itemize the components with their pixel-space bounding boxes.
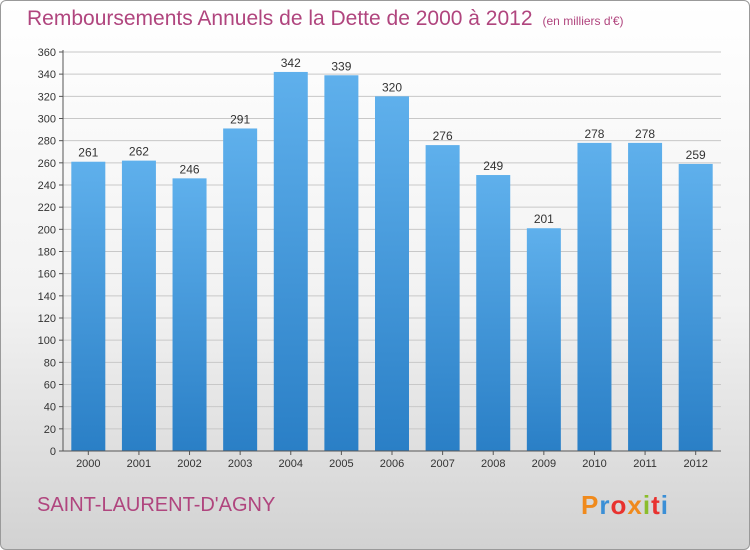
bar-value-label: 276	[433, 129, 453, 143]
y-tick-label: 240	[38, 180, 56, 192]
x-tick-label: 2012	[683, 458, 707, 470]
logo-letter: P	[581, 490, 600, 520]
logo-letter: i	[660, 490, 669, 520]
y-tick-label: 200	[38, 224, 56, 236]
bar-value-label: 259	[686, 148, 706, 162]
y-tick-label: 140	[38, 291, 56, 303]
bar-value-label: 246	[180, 162, 200, 176]
y-tick-label: 40	[44, 402, 56, 414]
y-tick-label: 80	[44, 357, 56, 369]
bar-value-label: 201	[534, 212, 554, 226]
x-tick-label: 2007	[430, 458, 454, 470]
bar	[324, 75, 359, 452]
y-tick-label: 260	[38, 158, 56, 170]
x-tick-label: 2010	[582, 458, 606, 470]
logo-letter: x	[627, 490, 643, 520]
y-tick-label: 340	[38, 69, 56, 81]
bar-value-label: 261	[78, 146, 98, 160]
y-tick-label: 100	[38, 335, 56, 347]
y-tick-label: 320	[38, 91, 56, 103]
y-tick-label: 220	[38, 202, 56, 214]
bar-value-label: 278	[635, 127, 655, 141]
axes	[59, 50, 721, 455]
bar-value-label: 278	[584, 127, 604, 141]
bar	[628, 142, 663, 451]
bar	[375, 96, 409, 451]
bar	[273, 71, 308, 451]
proxiti-logo[interactable]: Proxiti	[581, 490, 669, 521]
bar-value-label: 249	[483, 159, 503, 173]
bar	[526, 228, 561, 451]
y-tick-label: 280	[38, 136, 56, 148]
bar-value-label: 342	[281, 56, 301, 70]
bar	[172, 178, 207, 451]
logo-letter: i	[642, 490, 652, 520]
bar	[425, 145, 460, 451]
bar	[71, 161, 106, 451]
bar	[476, 175, 511, 451]
y-tick-label: 60	[44, 380, 56, 392]
y-tick-label: 0	[50, 446, 56, 458]
bar	[577, 142, 612, 451]
bar	[678, 163, 713, 452]
chart-unit: (en milliers d'€)	[542, 14, 624, 28]
bar-value-label: 291	[230, 112, 250, 126]
labels: 0 20 40 60 80 100 120 140 160 180 200 220 240 260 280 3…	[38, 47, 708, 470]
x-tick-label: 2005	[329, 458, 353, 470]
bar-value-label: 320	[382, 80, 402, 94]
commune-name: SAINT-LAURENT-D'AGNY	[37, 494, 276, 516]
y-tick-label: 180	[38, 247, 56, 259]
x-tick-label: 2003	[228, 458, 252, 470]
chart-title: Remboursements Annuels de la Dette de 20…	[27, 7, 624, 31]
logo-letter: r	[599, 490, 611, 520]
y-tick-label: 120	[38, 313, 56, 325]
bars	[71, 71, 713, 452]
bar	[121, 160, 156, 451]
x-tick-label: 2008	[481, 458, 505, 470]
y-tick-label: 360	[38, 47, 56, 59]
x-tick-label: 2011	[633, 458, 657, 470]
chart-title-text: Remboursements Annuels de la Dette de 20…	[27, 7, 533, 30]
y-tick-label: 20	[44, 424, 56, 436]
logo-letter: t	[651, 490, 661, 520]
logo-letter: o	[610, 490, 628, 520]
y-tick-label: 160	[38, 269, 56, 281]
x-tick-label: 2002	[177, 458, 201, 470]
bar	[223, 128, 258, 451]
bar-value-label: 262	[129, 145, 149, 159]
x-tick-label: 2009	[532, 458, 556, 470]
x-tick-label: 2001	[127, 458, 151, 470]
x-tick-label: 2000	[76, 458, 100, 470]
y-tick-label: 300	[38, 114, 56, 126]
x-tick-label: 2006	[380, 458, 404, 470]
bar-value-label: 339	[331, 59, 351, 73]
x-tick-label: 2004	[279, 458, 303, 470]
